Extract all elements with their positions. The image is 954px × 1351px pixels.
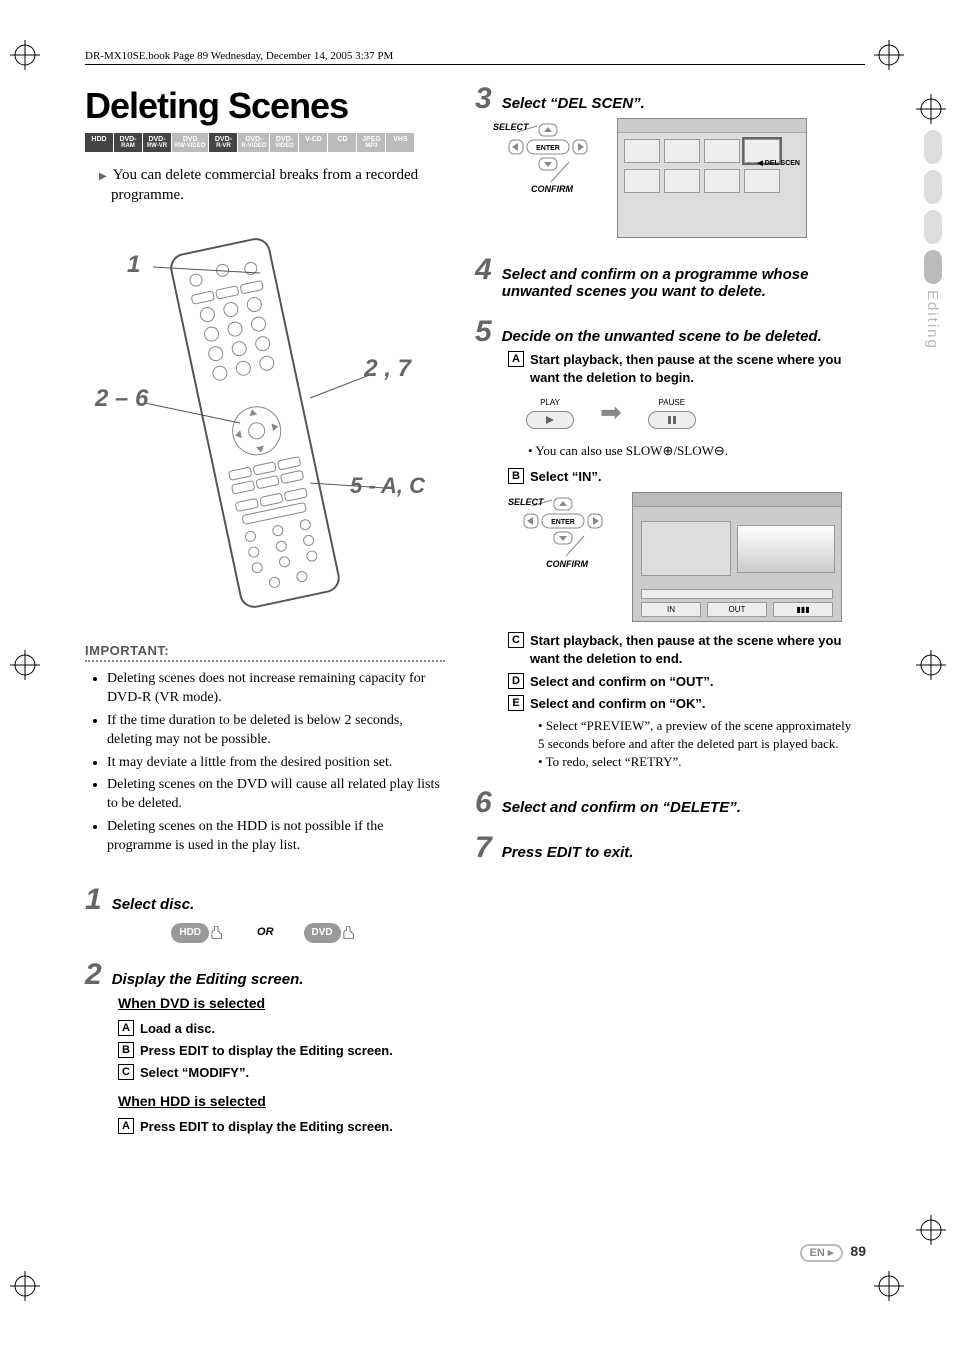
step-5-sub-1: Start playback, then pause at the scene … [530,351,855,387]
manual-page: DR-MX10SE.book Page 89 Wednesday, Decemb… [85,50,865,1250]
intro-text: You can delete commercial breaks from a … [87,166,445,205]
btn-out: OUT [707,602,767,617]
dvd-icon: DVD [304,923,341,943]
step-5-title: Decide on the unwanted scene to be delet… [502,328,822,345]
crop-mark [10,650,40,680]
btn-bar: ▮▮▮ [773,602,833,617]
step-5-sub-3: Start playback, then pause at the scene … [530,632,855,668]
format-badge: V-CD [299,133,327,152]
svg-text:ENTER: ENTER [536,145,560,152]
hand-icon [209,926,227,940]
format-badges: HDDDVD-RAMDVD-RW-VRDVDRW-VIDEODVD-R-VRDV… [85,133,445,152]
step-7: 7 Press EDIT to exit. [475,834,855,861]
screen-inout: IN OUT ▮▮▮ [632,492,842,622]
nav-diagram: ENTER SELECT CONFIRM [493,122,603,222]
step-3-title: Select “DEL SCEN”. [502,95,645,112]
substep: BPress EDIT to display the Editing scree… [118,1042,445,1060]
remote-callout-2-6: 2 – 6 [95,385,148,413]
important-item: Deleting scenes does not increase remain… [107,670,445,708]
crop-mark [874,1271,904,1301]
remote-illustration: 1 2 – 6 2 , 7 5 - A, C [85,223,425,623]
screen-label-delscen: ◀ DEL SCEN [757,159,800,167]
svg-text:ENTER: ENTER [551,519,575,526]
step-3: 3 Select “DEL SCEN”. [475,85,855,112]
pause-icon [648,411,696,429]
crop-mark [874,40,904,70]
crop-mark [916,650,946,680]
step-2-sub-dvd: When DVD is selected [118,994,445,1014]
important-list: Deleting scenes does not increase remain… [85,670,445,856]
crop-mark [10,1271,40,1301]
label-select: SELECT [508,496,544,509]
remote-callout-2-7: 2 , 7 [364,355,411,383]
remote-callout-5: 5 - A, C [350,473,425,499]
or-label: OR [257,925,274,940]
step-7-title: Press EDIT to exit. [502,844,634,861]
step-1: 1 Select disc. [85,886,445,913]
note-slow: You can also use SLOW⊕/SLOW⊖. [528,442,855,460]
step-6: 6 Select and confirm on “DELETE”. [475,789,855,816]
page-number: 89 [850,1243,866,1259]
substep: ALoad a disc. [118,1020,445,1038]
format-badge: VHS [386,133,414,152]
step-5: 5 Decide on the unwanted scene to be del… [475,318,855,345]
page-title: Deleting Scenes [85,85,445,127]
step-2-title: Display the Editing screen. [112,971,304,988]
crop-mark [916,1215,946,1245]
crop-mark [916,94,946,124]
play-pause-row: PLAY ➡ PAUSE [526,395,855,431]
step-5-sub-2: Select “IN”. [530,468,602,486]
step-1-title: Select disc. [112,896,195,913]
format-badge: DVD-R-VIDEO [238,133,269,152]
label-confirm: CONFIRM [531,184,573,194]
important-item: Deleting scenes on the DVD will cause al… [107,776,445,814]
format-badge: CD [328,133,356,152]
step-5-sub-4: Select and confirm on “OUT”. [530,673,713,691]
hand-icon [341,926,359,940]
page-header: DR-MX10SE.book Page 89 Wednesday, Decemb… [85,50,865,65]
format-badge: DVDRW-VIDEO [172,133,208,152]
format-badge: JPEGMP3 [357,133,385,152]
hdd-icon: HDD [171,923,209,943]
format-badge: DVD-VIDEO [270,133,298,152]
side-tab: Editing [924,130,948,340]
important-item: Deleting scenes on the HDD is not possib… [107,818,445,856]
format-badge: HDD [85,133,113,152]
important-item: It may deviate a little from the desired… [107,754,445,773]
format-badge: DVD-R-VR [209,133,237,152]
note-retry: To redo, select “RETRY”. [538,753,855,771]
label-confirm: CONFIRM [546,558,588,571]
remote-callout-1: 1 [127,251,140,279]
substep: APress EDIT to display the Editing scree… [118,1118,445,1136]
step-6-title: Select and confirm on “DELETE”. [502,799,741,816]
arrow-icon: ➡ [600,395,622,431]
play-label: PLAY [526,397,574,408]
important-heading: IMPORTANT: [85,643,445,662]
step-4: 4 Select and confirm on a programme whos… [475,256,855,300]
nav-diagram: ENTER SELECT CONFIRM [508,496,618,596]
step-2: 2 Display the Editing screen. [85,961,445,988]
page-footer: EN ▸ 89 [800,1243,867,1259]
substep: CSelect “MODIFY”. [118,1064,445,1082]
label-select: SELECT [493,122,529,132]
page-lang: EN ▸ [800,1244,844,1262]
note-preview: Select “PREVIEW”, a preview of the scene… [538,717,855,753]
crop-mark [10,40,40,70]
step-4-title: Select and confirm on a programme whose … [502,266,855,300]
side-tab-label: Editing [924,290,941,350]
screen-delscen: ◀ DEL SCEN [617,118,807,238]
play-icon [526,411,574,429]
btn-in: IN [641,602,701,617]
important-item: If the time duration to be deleted is be… [107,712,445,750]
format-badge: DVD-RAM [114,133,142,152]
step-5-sub-5: Select and confirm on “OK”. [530,695,706,713]
pause-label: PAUSE [648,397,696,408]
format-badge: DVD-RW-VR [143,133,171,152]
step-2-sub-hdd: When HDD is selected [118,1092,445,1112]
disc-select-row: HDD OR DVD [85,923,445,943]
